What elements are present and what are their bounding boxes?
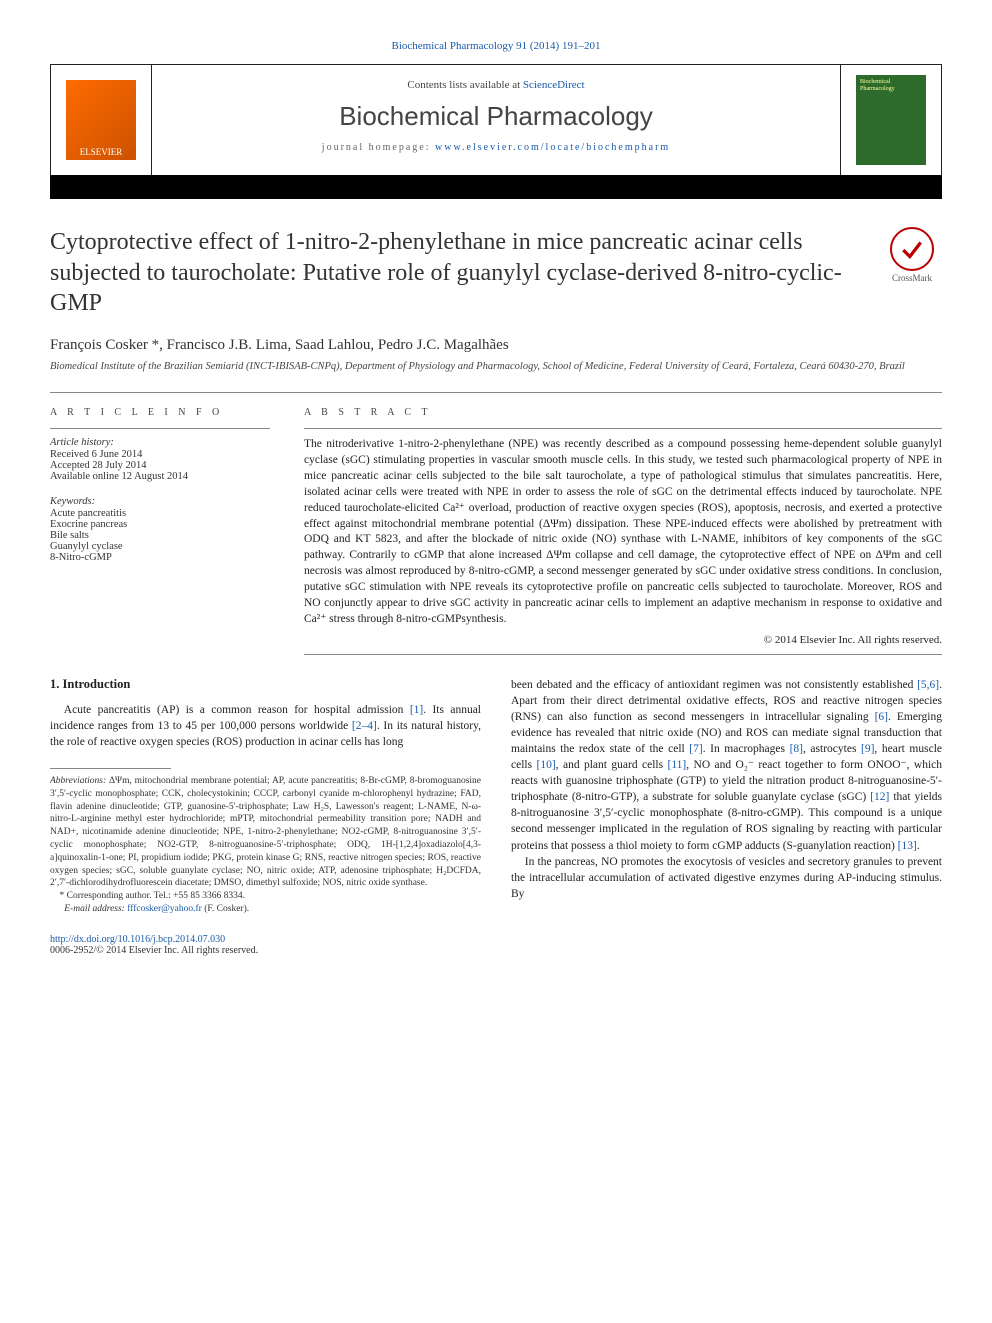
divider-top: [50, 392, 942, 393]
ref-link[interactable]: [5,6]: [917, 679, 939, 691]
doi-link[interactable]: http://dx.doi.org/10.1016/j.bcp.2014.07.…: [50, 934, 225, 945]
history-received: Received 6 June 2014: [50, 449, 270, 460]
intro-heading: 1. Introduction: [50, 677, 481, 692]
header-center: Contents lists available at ScienceDirec…: [151, 65, 841, 175]
keyword: Acute pancreatitis: [50, 508, 270, 519]
doi-block: http://dx.doi.org/10.1016/j.bcp.2014.07.…: [50, 934, 942, 956]
abstract-copyright: © 2014 Elsevier Inc. All rights reserved…: [304, 634, 942, 646]
p1-a: Acute pancreatitis (AP) is a common reas…: [64, 704, 410, 716]
affiliation: Biomedical Institute of the Brazilian Se…: [50, 360, 942, 374]
p2-d: . In macrophages: [703, 743, 790, 755]
history-online: Available online 12 August 2014: [50, 471, 270, 482]
abstract-text: The nitroderivative 1-nitro-2-phenyletha…: [304, 437, 942, 627]
crossmark-label: CrossMark: [892, 273, 932, 283]
ref-link[interactable]: [1]: [410, 704, 423, 716]
ref-link[interactable]: [12]: [870, 791, 889, 803]
journal-header: ELSEVIER Contents lists available at Sci…: [50, 64, 942, 176]
elsevier-logo[interactable]: ELSEVIER: [66, 80, 136, 160]
history-accepted: Accepted 28 July 2014: [50, 460, 270, 471]
ref-link[interactable]: [2–4]: [352, 720, 377, 732]
author-list: François Cosker *, Francisco J.B. Lima, …: [50, 337, 942, 354]
sciencedirect-link[interactable]: ScienceDirect: [523, 79, 585, 91]
abbreviations-footnote: Abbreviations: ΔΨm, mitochondrial membra…: [50, 775, 481, 890]
email-footnote: E-mail address: fffcosker@yahoo.fr (F. C…: [50, 903, 481, 916]
keyword: 8-Nitro-cGMP: [50, 552, 270, 563]
email-tail: (F. Cosker).: [202, 904, 249, 914]
keywords-head: Keywords:: [50, 496, 270, 507]
journal-name: Biochemical Pharmacology: [162, 101, 830, 132]
article-info-heading: A R T I C L E I N F O: [50, 407, 270, 418]
corresponding-footnote: * Corresponding author. Tel.: +55 85 336…: [50, 890, 481, 903]
footnote-rule: [50, 768, 171, 769]
p2-e: , astrocytes: [803, 743, 861, 755]
ref-link[interactable]: [9]: [861, 743, 874, 755]
p2-g: , and plant guard cells: [556, 759, 668, 771]
cover-line-1: Biochemical: [860, 79, 922, 86]
ref-link[interactable]: [7]: [689, 743, 702, 755]
journal-cover[interactable]: Biochemical Pharmacology: [856, 75, 926, 165]
keyword: Bile salts: [50, 530, 270, 541]
ref-link[interactable]: [13]: [898, 840, 917, 852]
ref-link[interactable]: [11]: [667, 759, 686, 771]
elsevier-label: ELSEVIER: [80, 147, 123, 157]
top-citation[interactable]: Biochemical Pharmacology 91 (2014) 191–2…: [50, 40, 942, 52]
issn-line: 0006-2952/© 2014 Elsevier Inc. All right…: [50, 945, 258, 956]
intro-p1: Acute pancreatitis (AP) is a common reas…: [50, 702, 481, 750]
abbrev-head: Abbreviations:: [50, 776, 109, 786]
homepage-prefix: journal homepage:: [322, 142, 435, 153]
intro-p3: In the pancreas, NO promotes the exocyto…: [511, 854, 942, 902]
body-columns: 1. Introduction Acute pancreatitis (AP) …: [50, 677, 942, 916]
abstract-rule: [304, 428, 942, 429]
keyword: Guanylyl cyclase: [50, 541, 270, 552]
crossmark-widget[interactable]: CrossMark: [882, 227, 942, 283]
abstract-column: A B S T R A C T The nitroderivative 1-ni…: [304, 407, 942, 654]
info-rule: [50, 428, 270, 429]
homepage-link[interactable]: www.elsevier.com/locate/biochempharm: [435, 142, 670, 153]
abstract-rule-bottom: [304, 654, 942, 655]
p2-a: been debated and the efficacy of antioxi…: [511, 679, 917, 691]
header-black-bar: [50, 175, 942, 199]
abstract-heading: A B S T R A C T: [304, 407, 942, 418]
ref-link[interactable]: [6]: [875, 711, 888, 723]
intro-p2: been debated and the efficacy of antioxi…: [511, 677, 942, 854]
history-head: Article history:: [50, 437, 270, 448]
cover-line-2: Pharmacology: [860, 86, 922, 93]
p2-j: .: [917, 840, 920, 852]
email-link[interactable]: fffcosker@yahoo.fr: [127, 904, 202, 914]
article-info-column: A R T I C L E I N F O Article history: R…: [50, 407, 270, 654]
publisher-logo-cell: ELSEVIER: [51, 65, 151, 175]
abbrev-text: ΔΨm, mitochondrial membrane potential; A…: [50, 776, 481, 889]
keyword: Exocrine pancreas: [50, 519, 270, 530]
contents-prefix: Contents lists available at: [407, 79, 522, 91]
email-label: E-mail address:: [64, 904, 127, 914]
contents-line: Contents lists available at ScienceDirec…: [162, 79, 830, 91]
crossmark-icon: [890, 227, 934, 271]
ref-link[interactable]: [10]: [537, 759, 556, 771]
article-title: Cytoprotective effect of 1-nitro-2-pheny…: [50, 227, 864, 319]
homepage-line: journal homepage: www.elsevier.com/locat…: [162, 142, 830, 153]
ref-link[interactable]: [8]: [790, 743, 803, 755]
cover-cell: Biochemical Pharmacology: [841, 65, 941, 175]
